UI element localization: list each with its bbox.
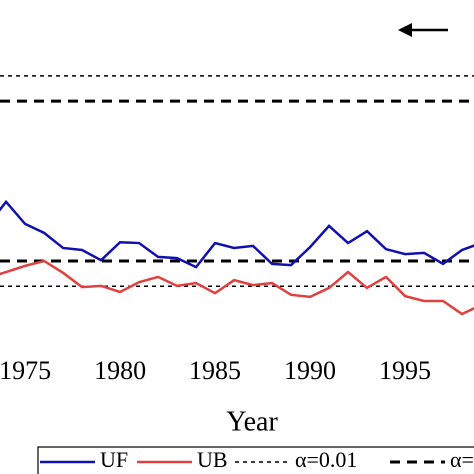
legend-label: UF: [100, 447, 128, 472]
series-line: [0, 259, 474, 316]
legend-label: α=0.01: [295, 447, 357, 472]
legend-box: [37, 446, 474, 474]
x-tick-label: 1980: [94, 356, 146, 385]
series-line: [0, 199, 474, 269]
arrow-head: [398, 23, 412, 37]
x-tick-label: 1975: [0, 356, 51, 385]
plot-area: [0, 75, 474, 316]
legend-label: UB: [197, 447, 228, 472]
legend-label: α=0.05: [450, 447, 474, 472]
x-axis-label: Year: [226, 406, 278, 437]
legend: UF UB α=0.01 α=0.05: [40, 447, 474, 472]
x-tick-label: 1985: [189, 356, 241, 385]
x-tick-label: 1995: [379, 356, 431, 385]
x-tick-label: 1990: [284, 356, 336, 385]
